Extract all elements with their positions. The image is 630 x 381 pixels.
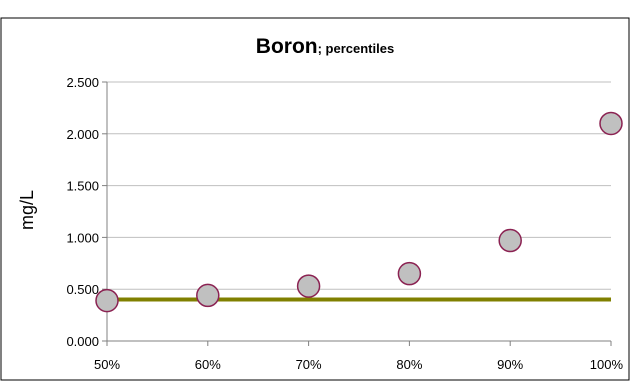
data-points xyxy=(95,111,623,313)
chart-title: Boron; percentiles xyxy=(256,35,394,58)
x-tick-label: 90% xyxy=(497,357,523,372)
chart-title-main: Boron xyxy=(256,35,318,58)
data-point xyxy=(599,111,623,136)
x-tick-label: 80% xyxy=(396,357,422,372)
x-tick-label: 60% xyxy=(195,357,221,372)
x-tick-label: 100% xyxy=(590,357,624,372)
data-point xyxy=(95,288,119,313)
data-point xyxy=(397,261,422,286)
chart-border xyxy=(0,17,630,381)
x-tick-label: 70% xyxy=(296,357,322,372)
y-tick-label: 0.500 xyxy=(66,282,99,297)
x-tick-label: 50% xyxy=(94,357,120,372)
y-tick-label: 2.500 xyxy=(66,75,99,90)
y-tick-label: 1.500 xyxy=(66,179,99,194)
x-tick-labels: 50% 60% 70% 80% 90% 100% xyxy=(94,357,623,372)
y-tick-label: 1.000 xyxy=(66,230,99,245)
y-tick-label: 2.000 xyxy=(66,127,99,142)
y-tick-labels: 0.000 0.500 1.000 1.500 2.000 2.500 xyxy=(66,75,99,349)
data-point xyxy=(296,274,321,298)
data-point xyxy=(196,283,220,308)
data-point xyxy=(498,228,522,253)
y-axis-title: mg/L xyxy=(17,190,37,230)
gridlines xyxy=(107,81,611,290)
chart-title-sub: ; percentiles xyxy=(318,41,395,56)
y-tick-label: 0.000 xyxy=(66,334,99,349)
